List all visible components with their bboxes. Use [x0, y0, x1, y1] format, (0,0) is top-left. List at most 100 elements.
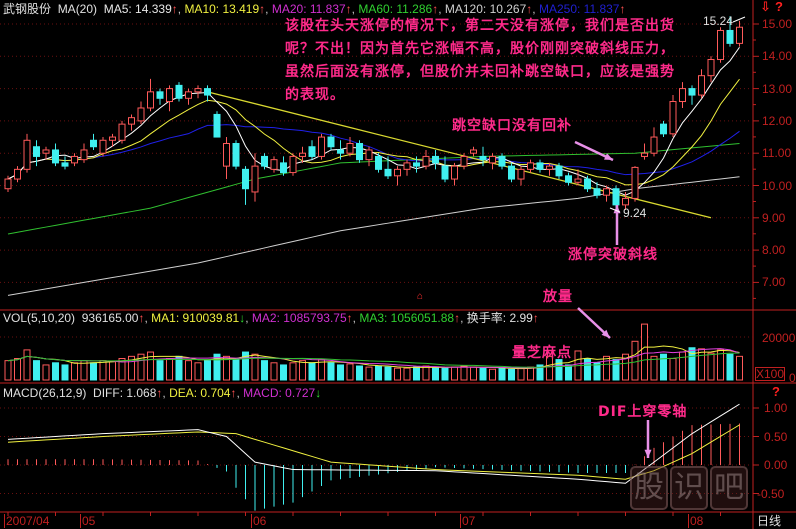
vol-ma2: MA2: 1085793.75	[251, 311, 347, 325]
candle-up	[641, 152, 648, 157]
low-pointer	[609, 207, 621, 213]
price-tick-label: 9.00	[762, 210, 786, 225]
volume-bar	[147, 351, 154, 381]
high-price-label: 15.24	[703, 14, 734, 28]
volume-bar	[479, 367, 487, 381]
volume-bar	[204, 360, 211, 381]
volume-bar	[422, 365, 430, 381]
date-tick-label: 06	[251, 514, 267, 528]
candle-down	[498, 155, 506, 167]
up-arrow-icon: ↑	[156, 386, 163, 400]
candle-up	[422, 155, 430, 167]
volume-bar	[299, 360, 306, 381]
candle-up	[137, 107, 145, 122]
up-arrow-icon: ↑	[454, 311, 461, 325]
macd-panel-header: MACD(26,12,9) DIFF: 1.068↑, DEA: 0.704↑,…	[3, 386, 321, 400]
candle-down	[61, 162, 69, 167]
candle-up	[470, 149, 477, 154]
candle-up	[650, 136, 658, 154]
volume-bar	[337, 364, 344, 381]
up-arrow-icon: ↑	[230, 386, 237, 400]
vol-title[interactable]: VOL(5,10,20)	[3, 311, 76, 325]
macd-help-icon[interactable]: ?	[772, 384, 780, 399]
candle-down	[232, 143, 240, 167]
volume-bar	[33, 360, 40, 381]
volume-bar	[679, 351, 686, 381]
vol-ma2-line	[7, 348, 740, 369]
candle-up	[128, 117, 135, 125]
volume-bar	[517, 367, 525, 381]
candle-down	[688, 88, 696, 96]
candle-up	[318, 136, 325, 157]
candle-down	[33, 146, 40, 157]
candle-down	[384, 168, 392, 177]
candle-up	[346, 143, 354, 154]
sep: ,	[460, 311, 464, 325]
candle-up	[23, 139, 31, 170]
volume-bar	[726, 353, 734, 381]
volume-bar	[717, 349, 724, 381]
candle-down	[441, 165, 449, 180]
volume-bar	[536, 364, 544, 381]
candle-down	[308, 146, 316, 157]
candle-down	[356, 143, 363, 161]
ma250-value: MA250: 11.837	[538, 2, 620, 16]
sep: ,	[351, 2, 356, 16]
main-indicator[interactable]: MA(20)	[57, 2, 98, 16]
macd-title[interactable]: MACD(26,12,9)	[3, 386, 87, 400]
vol-unit-label: X100	[755, 367, 786, 381]
annotation-dif-cross: DIF上穿零轴	[598, 404, 688, 420]
volume-bar	[185, 360, 192, 381]
volume-bar	[223, 355, 230, 381]
volume-bar	[470, 366, 477, 381]
resistance-trendline	[207, 91, 712, 219]
candle-down	[204, 88, 211, 96]
candle-down	[261, 155, 268, 167]
volume-bar	[736, 355, 743, 381]
candle-up	[251, 165, 259, 193]
turnover-rate: 换手率: 2.99	[466, 311, 533, 325]
candle-up	[4, 178, 12, 190]
down-arrow-icon: ↓	[315, 386, 322, 400]
volume-bar	[90, 362, 97, 381]
volume-bar	[242, 351, 249, 381]
volume-bar	[527, 366, 534, 381]
price-tick-label: 10.00	[762, 178, 793, 193]
volume-bar	[384, 366, 392, 381]
sep: ,	[438, 2, 442, 16]
volume-bar	[71, 362, 78, 381]
annotation-volume-low: 量芝麻点	[512, 345, 572, 361]
annotation-gap: 跳空缺口没有回补	[452, 118, 572, 134]
volume-bar	[356, 365, 363, 381]
vol-ma1: MA1: 910039.81	[151, 311, 240, 325]
volume-bar	[251, 353, 259, 381]
volume-bar	[61, 364, 69, 381]
volume-bar	[375, 365, 382, 381]
annotation-line: 的表现。	[285, 87, 345, 103]
candle-down	[90, 139, 97, 148]
volume-bar	[660, 353, 667, 381]
help-icon[interactable]: ?	[775, 0, 783, 14]
volume-bar	[650, 355, 658, 381]
sep: ,	[177, 2, 182, 16]
annotation-volume-up: 放量	[543, 289, 573, 305]
candle-down	[593, 188, 601, 196]
candle-up	[299, 152, 306, 157]
macd-value: MACD: 0.727	[243, 386, 316, 400]
up-arrow-icon: ↑	[432, 2, 439, 16]
sep: ,	[352, 311, 356, 325]
candle-down	[565, 175, 572, 183]
period-label[interactable]: 日线	[757, 514, 782, 528]
candle-up	[394, 168, 401, 177]
volume-bar	[109, 361, 116, 381]
dif-cross-arrow-head	[644, 449, 652, 458]
candle-up	[147, 91, 154, 109]
sep: ,	[532, 2, 536, 16]
ma120-value: MA120: 10.267	[444, 2, 527, 16]
annotation-breakout: 涨停突破斜线	[568, 247, 658, 263]
vol-zero-label: 0	[789, 371, 796, 385]
download-arrow-icon[interactable]: ⇩	[760, 0, 771, 14]
volume-bar	[232, 358, 240, 381]
volume-bar	[52, 362, 59, 381]
